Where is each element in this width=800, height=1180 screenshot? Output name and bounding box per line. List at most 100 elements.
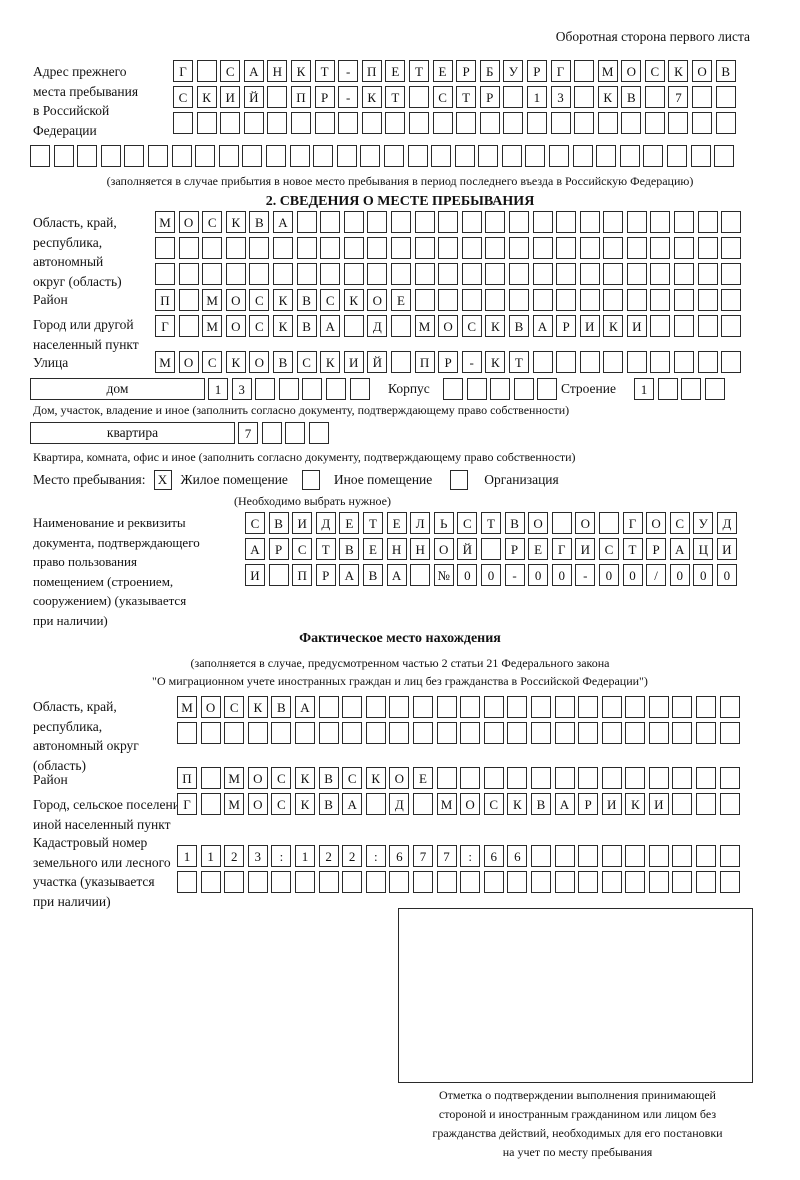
char-cell[interactable] <box>296 237 317 259</box>
char-cell[interactable]: С <box>245 512 265 534</box>
char-cell[interactable]: В <box>271 696 292 718</box>
char-cell[interactable] <box>674 237 695 259</box>
char-cell[interactable]: Т <box>508 351 529 373</box>
char-cell[interactable]: В <box>715 60 736 82</box>
char-cell[interactable] <box>626 211 647 233</box>
char-cell[interactable] <box>460 767 481 789</box>
char-cell[interactable] <box>696 767 717 789</box>
char-cell[interactable] <box>603 289 624 311</box>
char-cell[interactable] <box>578 696 599 718</box>
checkbox-other-premises[interactable] <box>301 470 320 490</box>
char-cell[interactable]: А <box>294 696 315 718</box>
char-cell[interactable] <box>650 315 671 337</box>
char-cell[interactable] <box>507 722 528 744</box>
char-cell[interactable] <box>696 722 717 744</box>
char-cell[interactable]: С <box>483 793 504 815</box>
checkbox-residential[interactable]: X <box>153 470 172 490</box>
char-cell[interactable]: К <box>507 793 528 815</box>
char-cell[interactable]: Е <box>412 767 433 789</box>
char-cell[interactable]: А <box>339 564 360 586</box>
char-cell[interactable] <box>696 871 717 893</box>
char-cell[interactable] <box>485 237 506 259</box>
confirmation-stamp-box[interactable] <box>398 908 753 1083</box>
char-cell[interactable] <box>532 211 553 233</box>
char-cell[interactable] <box>574 86 595 108</box>
char-cell[interactable] <box>650 289 671 311</box>
char-cell[interactable] <box>530 696 551 718</box>
char-cell[interactable] <box>556 289 577 311</box>
char-cell[interactable] <box>485 263 506 285</box>
char-cell[interactable] <box>719 696 740 718</box>
char-cell[interactable]: А <box>532 315 553 337</box>
char-cell[interactable] <box>177 722 197 744</box>
char-cell[interactable] <box>530 845 551 867</box>
char-cell[interactable]: Н <box>410 538 431 560</box>
char-cell[interactable] <box>483 696 504 718</box>
char-cell[interactable]: О <box>225 315 246 337</box>
char-cell[interactable] <box>412 793 433 815</box>
char-cell[interactable] <box>432 112 453 134</box>
char-cell[interactable] <box>414 211 435 233</box>
char-cell[interactable] <box>503 112 524 134</box>
char-cell[interactable] <box>674 211 695 233</box>
char-cell[interactable]: О <box>389 767 410 789</box>
char-cell[interactable] <box>572 145 593 167</box>
char-cell[interactable] <box>261 422 282 444</box>
char-cell[interactable]: П <box>155 289 175 311</box>
char-cell[interactable] <box>621 112 642 134</box>
char-cell[interactable] <box>650 237 671 259</box>
char-cell[interactable] <box>178 237 199 259</box>
char-cell[interactable]: С <box>202 211 223 233</box>
char-cell[interactable] <box>601 871 622 893</box>
section2-region-row-2[interactable] <box>155 237 742 259</box>
char-cell[interactable] <box>147 145 168 167</box>
char-cell[interactable] <box>598 512 619 534</box>
char-cell[interactable] <box>625 845 646 867</box>
char-cell[interactable] <box>697 237 718 259</box>
char-cell[interactable]: Г <box>550 60 571 82</box>
char-cell[interactable] <box>626 237 647 259</box>
char-cell[interactable]: Д <box>389 793 410 815</box>
char-cell[interactable] <box>526 112 547 134</box>
char-cell[interactable] <box>265 145 286 167</box>
char-cell[interactable] <box>721 237 742 259</box>
char-cell[interactable] <box>278 378 299 400</box>
char-cell[interactable] <box>721 315 742 337</box>
char-cell[interactable]: Г <box>551 538 572 560</box>
char-cell[interactable]: П <box>414 351 435 373</box>
char-cell[interactable] <box>454 145 475 167</box>
char-cell[interactable] <box>672 696 693 718</box>
char-cell[interactable] <box>719 767 740 789</box>
char-cell[interactable] <box>532 237 553 259</box>
char-cell[interactable]: С <box>296 351 317 373</box>
char-cell[interactable]: В <box>318 767 339 789</box>
char-cell[interactable]: К <box>196 86 217 108</box>
char-cell[interactable] <box>721 211 742 233</box>
char-cell[interactable] <box>438 211 459 233</box>
char-cell[interactable] <box>155 263 175 285</box>
char-cell[interactable]: К <box>625 793 646 815</box>
char-cell[interactable] <box>308 422 329 444</box>
char-cell[interactable]: О <box>178 351 199 373</box>
char-cell[interactable]: О <box>575 512 596 534</box>
char-cell[interactable] <box>574 60 595 82</box>
char-cell[interactable] <box>601 845 622 867</box>
char-cell[interactable] <box>343 315 364 337</box>
char-cell[interactable] <box>667 145 688 167</box>
char-cell[interactable]: 7 <box>668 86 689 108</box>
char-cell[interactable]: О <box>367 289 388 311</box>
char-cell[interactable]: К <box>343 289 364 311</box>
char-cell[interactable] <box>155 237 175 259</box>
char-cell[interactable]: С <box>598 538 619 560</box>
char-cell[interactable]: В <box>621 86 642 108</box>
char-cell[interactable] <box>556 211 577 233</box>
char-cell[interactable]: И <box>601 793 622 815</box>
char-cell[interactable] <box>342 871 363 893</box>
char-cell[interactable] <box>697 315 718 337</box>
char-cell[interactable]: Р <box>504 538 525 560</box>
